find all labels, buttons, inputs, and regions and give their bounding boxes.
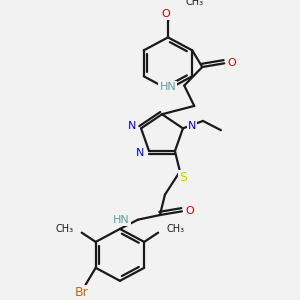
Text: O: O xyxy=(228,58,237,68)
Text: CH₃: CH₃ xyxy=(166,224,184,234)
Text: N: N xyxy=(136,148,144,158)
Text: O: O xyxy=(162,9,170,19)
Text: S: S xyxy=(179,172,187,184)
Text: HN: HN xyxy=(113,215,130,225)
Text: N: N xyxy=(128,122,136,131)
Text: CH₃: CH₃ xyxy=(185,0,203,7)
Text: CH₃: CH₃ xyxy=(56,224,74,234)
Text: Br: Br xyxy=(75,286,88,299)
Text: O: O xyxy=(186,206,194,216)
Text: HN: HN xyxy=(160,82,176,92)
Text: N: N xyxy=(188,122,196,131)
